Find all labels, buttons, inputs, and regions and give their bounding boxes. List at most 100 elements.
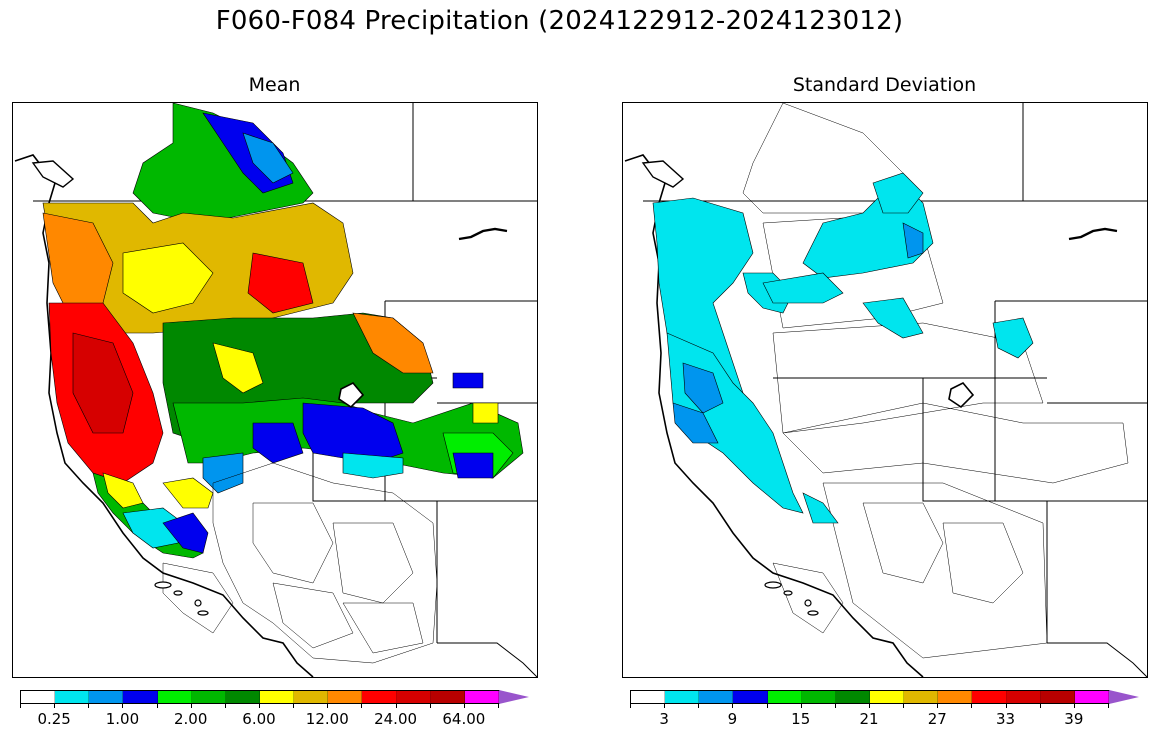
colorbar-segment	[21, 691, 56, 703]
colorbar-tick-mark	[156, 704, 158, 708]
colorbar-tick-label: 2.00	[174, 710, 208, 728]
colorbar-tick-label: 12.00	[305, 710, 349, 728]
coastline	[14, 154, 314, 677]
state-border-line	[1047, 642, 1147, 677]
mean-precip-regions	[42, 103, 524, 559]
state-border-line	[437, 642, 537, 677]
colorbar-tick-mark	[259, 704, 260, 708]
colorbar-tick-mark	[971, 704, 973, 708]
colorbar-tick-mark	[732, 704, 734, 708]
colorbar-tick-mark	[327, 704, 329, 708]
colorbar-tick-mark	[630, 704, 631, 708]
colorbar-segment	[123, 691, 158, 703]
colorbar-tick-mark	[361, 704, 363, 708]
stddev-regions	[652, 172, 1034, 524]
colorbar-segment	[362, 691, 397, 703]
colorbar-segment	[665, 691, 700, 703]
colorbar-tick-mark	[903, 704, 905, 708]
mean-colorbar-extend-arrow	[499, 690, 529, 704]
lake-squiggle	[458, 227, 508, 241]
figure-title: F060-F084 Precipitation (2024122912-2024…	[215, 6, 904, 36]
stddev-map	[622, 102, 1148, 678]
colorbar-tick-mark	[463, 704, 465, 708]
colorbar-segment	[972, 691, 1007, 703]
colorbar-segment	[294, 691, 329, 703]
colorbar-tick-label: 24.00	[374, 710, 418, 728]
channel-islands	[154, 581, 209, 616]
colorbar-tick-mark	[293, 704, 295, 708]
colorbar-segment	[767, 691, 802, 703]
coastline	[624, 154, 924, 677]
colorbar-segment	[464, 691, 499, 703]
colorbar-tick-label: 9	[727, 710, 738, 728]
colorbar-tick-label: 6.00	[242, 710, 276, 728]
colorbar-tick-mark	[1073, 704, 1075, 708]
great-salt-lake	[948, 382, 975, 409]
colorbar-segment	[259, 691, 295, 703]
colorbar-tick-label: 39	[1064, 710, 1084, 728]
colorbar-segment	[396, 691, 431, 703]
colorbar-segment	[938, 691, 973, 703]
colorbar-tick-label: 27	[927, 710, 947, 728]
puget-sound	[641, 160, 685, 188]
colorbar-tick-mark	[498, 704, 499, 708]
colorbar-segment	[328, 691, 363, 703]
mean-map-svg	[14, 103, 537, 677]
colorbar-tick-mark	[224, 704, 226, 708]
colorbar-segment	[835, 691, 870, 703]
mean-panel-title: Mean	[248, 74, 301, 96]
colorbar-tick-mark	[766, 704, 768, 708]
colorbar-tick-mark	[664, 704, 666, 708]
colorbar-segment	[55, 691, 90, 703]
colorbar-tick-label: 33	[996, 710, 1016, 728]
stddev-panel-title: Standard Deviation	[792, 74, 977, 96]
colorbar-tick-mark	[1005, 704, 1007, 708]
colorbar-tick-mark	[395, 704, 397, 708]
colorbar-tick-label: 21	[859, 710, 879, 728]
colorbar-tick-mark	[54, 704, 56, 708]
colorbar-tick-label: 0.25	[37, 710, 71, 728]
colorbar-tick-mark	[122, 704, 124, 708]
colorbar-tick-mark	[869, 704, 870, 708]
colorbar-tick-mark	[834, 704, 836, 708]
canada-border-line	[1022, 103, 1147, 202]
colorbar-tick-mark	[190, 704, 192, 708]
colorbar-tick-label: 3	[659, 710, 669, 728]
colorbar-tick-mark	[20, 704, 21, 708]
state-border-line	[922, 378, 1048, 643]
colorbar-segment	[225, 691, 260, 703]
colorbar-segment	[89, 691, 124, 703]
colorbar-segment	[1040, 691, 1075, 703]
puget-sound	[31, 160, 75, 188]
colorbar-segment	[430, 691, 465, 703]
mean-map	[12, 102, 538, 678]
colorbar-segment	[157, 691, 192, 703]
colorbar-tick-mark	[698, 704, 700, 708]
channel-islands	[764, 581, 819, 616]
colorbar-segment	[904, 691, 939, 703]
colorbar-tick-label: 64.00	[442, 710, 486, 728]
colorbar-segment	[1074, 691, 1109, 703]
stddev-colorbar	[630, 690, 1110, 704]
colorbar-tick-mark	[1039, 704, 1041, 708]
lake-squiggle	[1068, 227, 1118, 241]
colorbar-segment	[733, 691, 768, 703]
colorbar-tick-mark	[800, 704, 802, 708]
colorbar-tick-mark	[429, 704, 431, 708]
colorbar-segment	[869, 691, 905, 703]
colorbar-tick-label: 1.00	[105, 710, 140, 728]
colorbar-tick-mark	[1108, 704, 1109, 708]
colorbar-tick-label: 15	[791, 710, 811, 728]
colorbar-segment	[1006, 691, 1041, 703]
mean-colorbar	[20, 690, 500, 704]
colorbar-segment	[699, 691, 734, 703]
stddev-map-svg	[624, 103, 1147, 677]
basin-outlines	[742, 103, 1129, 659]
colorbar-tick-mark	[88, 704, 90, 708]
canada-border-line	[412, 103, 537, 202]
colorbar-segment	[191, 691, 226, 703]
colorbar-segment	[801, 691, 836, 703]
stddev-colorbar-extend-arrow	[1109, 690, 1139, 704]
colorbar-segment	[631, 691, 666, 703]
colorbar-tick-mark	[937, 704, 939, 708]
